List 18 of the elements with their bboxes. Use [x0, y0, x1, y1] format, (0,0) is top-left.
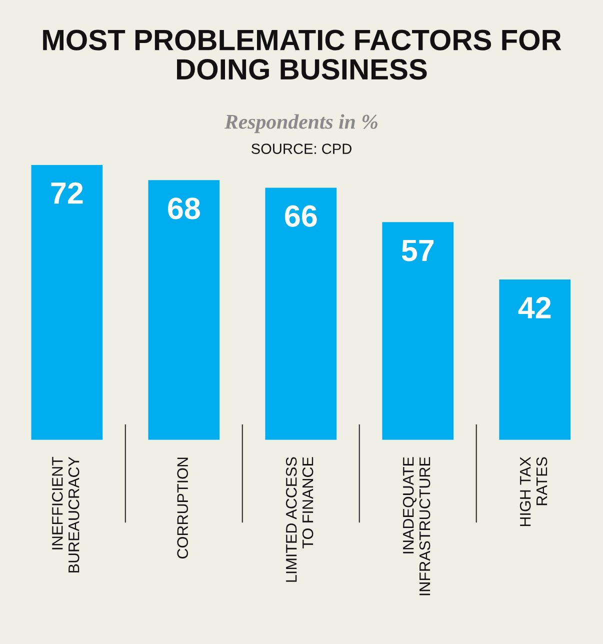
x-tick-label: CORRUPTION: [177, 458, 188, 558]
x-tick-label: LIMITED ACCESS TO FINANCE: [286, 457, 314, 582]
x-tick-label: HIGH TAX RATES: [520, 456, 548, 526]
x-tick-label: INADEQUATE INFRASTRUCTURE: [402, 457, 430, 596]
bar: [31, 164, 103, 440]
bar: [148, 180, 220, 440]
data-label: 72: [51, 182, 83, 204]
bar: [382, 222, 454, 440]
data-label: 66: [285, 205, 317, 227]
data-label: 68: [168, 198, 200, 220]
bar: [499, 279, 571, 440]
chart-title: MOST PROBLEMATIC FACTORS FOR DOING BUSINESS: [43, 30, 562, 80]
data-label: 57: [402, 240, 434, 262]
x-tick-label: INEFFICIENT BUREAUCRACY: [52, 456, 80, 572]
chart-subtitle: Respondents in %: [224, 114, 378, 134]
bar: [265, 188, 337, 440]
source-note: SOURCE: CPD: [252, 144, 352, 154]
data-label: 42: [518, 296, 551, 318]
